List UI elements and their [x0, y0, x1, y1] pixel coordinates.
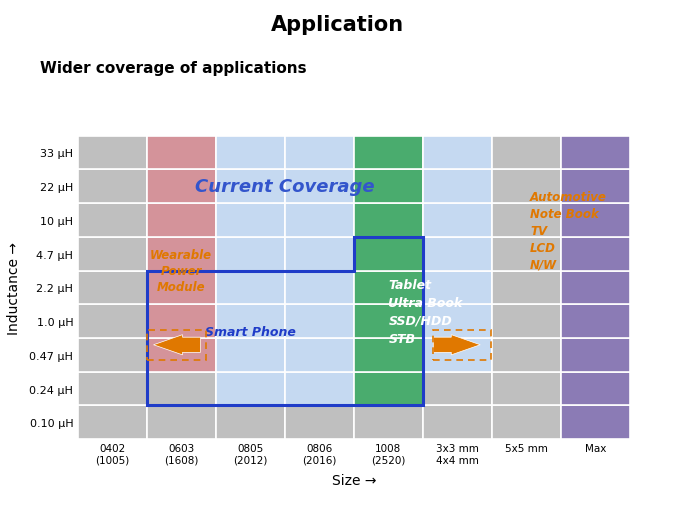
Bar — [561, 170, 630, 204]
Bar — [78, 305, 147, 338]
Bar — [423, 136, 492, 170]
FancyArrow shape — [433, 335, 481, 355]
Text: Tablet
Ultra Book
SSD/HDD
STB: Tablet Ultra Book SSD/HDD STB — [388, 278, 463, 345]
Y-axis label: Inductance →: Inductance → — [7, 241, 21, 334]
Text: Current Coverage: Current Coverage — [195, 178, 375, 196]
Bar — [354, 170, 423, 204]
Bar — [147, 338, 216, 372]
Bar — [354, 237, 423, 271]
Bar — [423, 372, 492, 406]
Bar — [433, 330, 491, 360]
Bar — [284, 170, 354, 204]
Bar — [354, 271, 423, 305]
Bar — [561, 204, 630, 237]
Bar — [147, 372, 216, 406]
Bar — [561, 271, 630, 305]
Bar — [78, 237, 147, 271]
Text: Wearable
Power
Module: Wearable Power Module — [150, 248, 212, 293]
Bar — [423, 305, 492, 338]
Bar — [216, 305, 284, 338]
Bar — [147, 406, 216, 439]
Bar — [216, 237, 284, 271]
Bar — [78, 136, 147, 170]
Bar — [216, 170, 284, 204]
Bar — [284, 406, 354, 439]
Bar — [423, 204, 492, 237]
Bar — [147, 170, 216, 204]
Text: Smart Phone: Smart Phone — [205, 325, 296, 338]
Bar — [561, 406, 630, 439]
Bar — [78, 204, 147, 237]
Bar — [423, 170, 492, 204]
Bar — [561, 237, 630, 271]
Bar — [78, 338, 147, 372]
Bar — [148, 330, 206, 360]
Bar — [216, 136, 284, 170]
Bar — [216, 271, 284, 305]
Bar — [354, 204, 423, 237]
Bar — [147, 271, 216, 305]
Bar — [78, 372, 147, 406]
Bar — [147, 237, 216, 271]
Bar — [492, 372, 561, 406]
Bar — [492, 136, 561, 170]
Bar — [284, 305, 354, 338]
Bar — [216, 372, 284, 406]
Bar — [354, 372, 423, 406]
Bar — [284, 372, 354, 406]
Bar — [492, 271, 561, 305]
Bar — [284, 204, 354, 237]
Bar — [492, 204, 561, 237]
Bar — [492, 170, 561, 204]
Bar — [354, 136, 423, 170]
Bar — [561, 305, 630, 338]
Bar — [284, 338, 354, 372]
Bar — [492, 237, 561, 271]
Bar — [492, 406, 561, 439]
Bar — [78, 406, 147, 439]
Bar — [492, 338, 561, 372]
Bar — [354, 338, 423, 372]
Bar — [561, 372, 630, 406]
Bar — [284, 136, 354, 170]
Bar — [216, 406, 284, 439]
Text: Wider coverage of applications: Wider coverage of applications — [40, 61, 307, 76]
Bar — [216, 204, 284, 237]
Bar — [423, 406, 492, 439]
Bar — [561, 136, 630, 170]
Bar — [423, 271, 492, 305]
Text: Automotive
Note Book
TV
LCD
N/W: Automotive Note Book TV LCD N/W — [530, 190, 607, 271]
Bar — [423, 237, 492, 271]
Bar — [423, 338, 492, 372]
X-axis label: Size →: Size → — [332, 473, 376, 487]
Bar — [147, 204, 216, 237]
Bar — [284, 237, 354, 271]
Bar — [354, 406, 423, 439]
Bar — [561, 338, 630, 372]
Bar — [78, 170, 147, 204]
Text: Application: Application — [270, 15, 404, 35]
Bar — [492, 305, 561, 338]
FancyArrow shape — [154, 335, 200, 355]
Bar — [147, 136, 216, 170]
Bar — [78, 271, 147, 305]
Bar — [147, 305, 216, 338]
Bar — [216, 338, 284, 372]
Bar — [284, 271, 354, 305]
Bar — [354, 305, 423, 338]
